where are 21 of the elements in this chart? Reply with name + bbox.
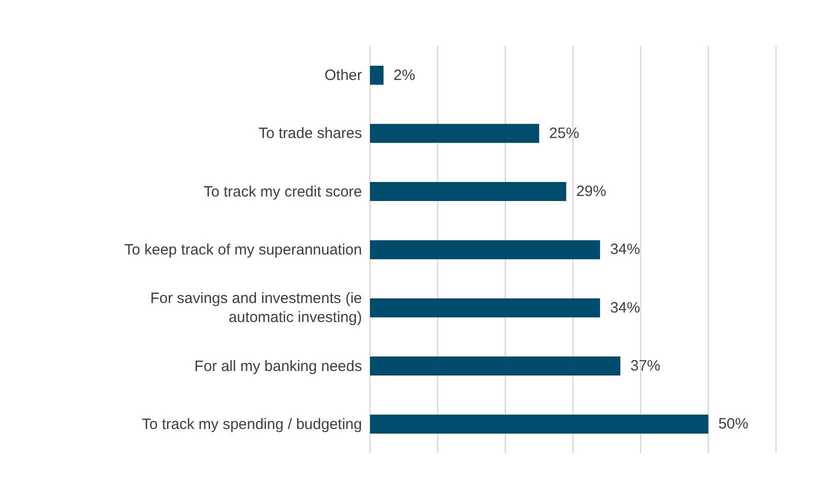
y-tick-label: For savings and investments (ie automatic investing): [150, 290, 362, 326]
y-tick-label: To track my spending / budgeting: [142, 415, 362, 432]
data-label: 37%: [630, 357, 660, 374]
data-label: 50%: [718, 416, 748, 433]
bar: [370, 182, 566, 202]
y-tick-label: To track my credit score: [204, 182, 362, 200]
data-label: 34%: [610, 299, 640, 316]
data-label: 34%: [610, 241, 640, 258]
bar: [370, 240, 600, 260]
y-tick-label: To trade shares: [258, 124, 362, 142]
y-tick-label: Other: [324, 66, 362, 84]
bar: [370, 356, 620, 376]
y-tick-label: To keep track of my superannuation: [124, 241, 362, 258]
data-label: 25%: [549, 124, 580, 142]
bar: [370, 124, 540, 143]
y-tick-label: For all my banking needs: [194, 357, 362, 374]
data-label: 2%: [394, 66, 416, 84]
bar: [370, 66, 384, 85]
bar: [370, 414, 708, 434]
data-label: 29%: [576, 183, 606, 200]
bar: [370, 298, 600, 318]
